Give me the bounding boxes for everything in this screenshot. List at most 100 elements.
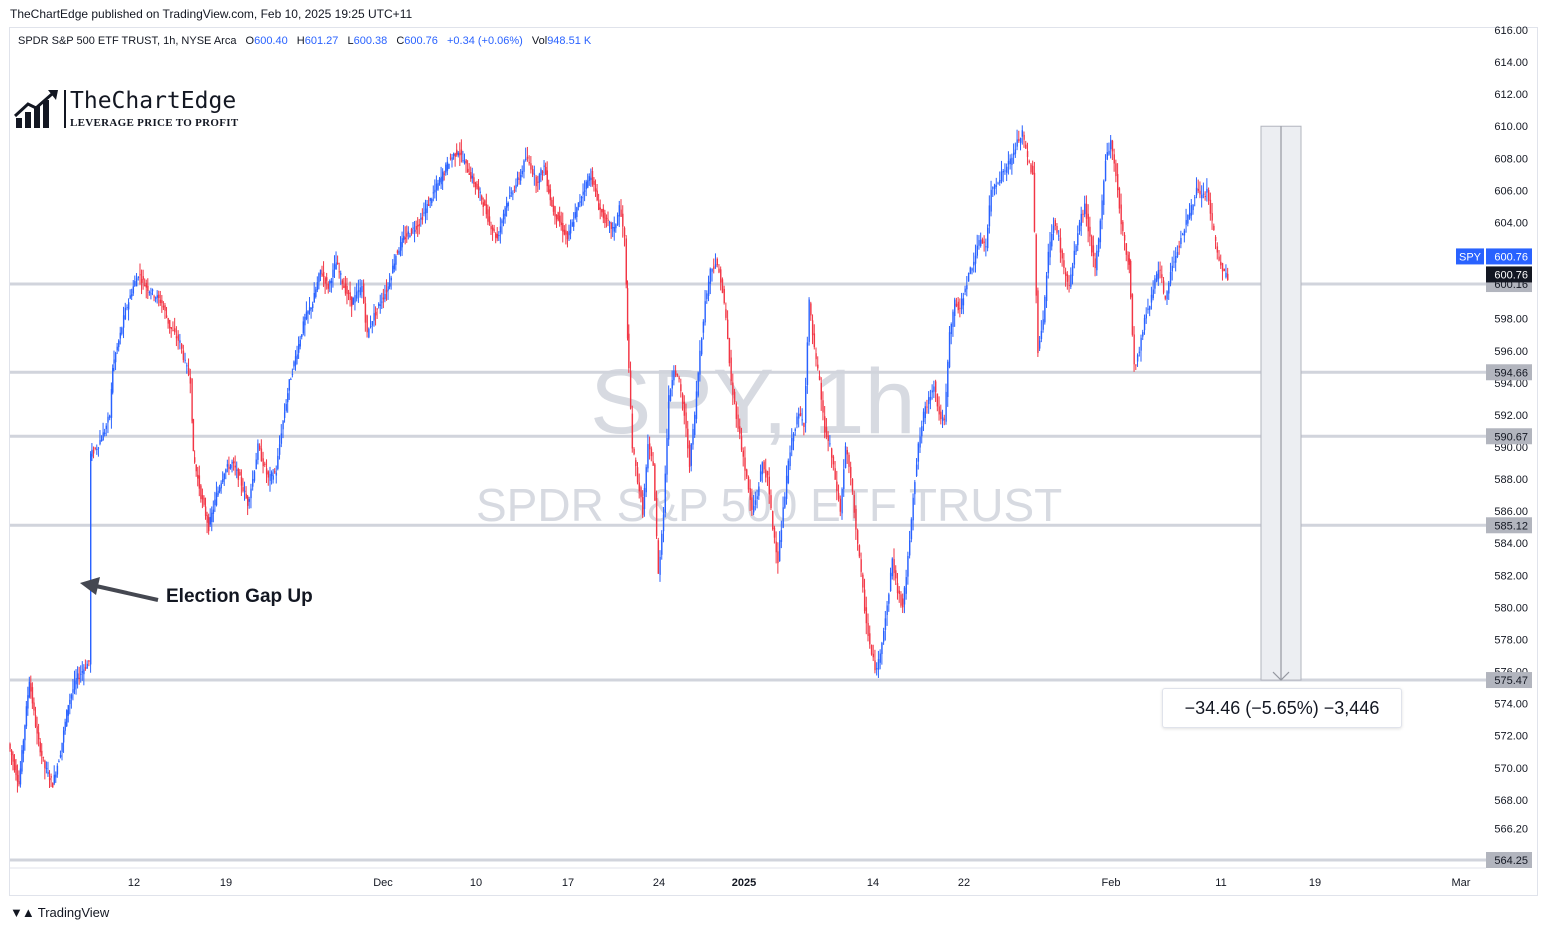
candle-body (454, 153, 456, 157)
candle-body (805, 385, 807, 424)
candle-body (546, 170, 548, 187)
candle-body (971, 268, 973, 271)
candle-body (118, 340, 120, 348)
candle-body (356, 291, 358, 299)
candle-body (91, 449, 93, 457)
candle-body (41, 750, 43, 756)
candle-body (139, 274, 141, 276)
candle-body (1204, 196, 1206, 198)
candle-body (354, 295, 356, 303)
candle-body (1080, 213, 1082, 226)
candle-body (1157, 270, 1160, 280)
candle-body (694, 414, 696, 435)
publisher-line: TheChartEdge published on TradingView.co… (10, 7, 413, 21)
candle-body (1101, 200, 1103, 220)
candle-body (599, 207, 601, 210)
candle-body (16, 774, 19, 782)
candle-body (749, 488, 751, 501)
candle-body (293, 361, 295, 367)
candle-body (1199, 190, 1201, 195)
candle-body (97, 447, 100, 449)
candle-body (685, 412, 687, 429)
candle-body (922, 411, 925, 423)
candle-body (30, 683, 32, 692)
candle-body (1044, 296, 1046, 323)
candle-body (240, 476, 243, 486)
candle-body (1087, 213, 1089, 232)
candle-body (697, 372, 699, 396)
close-tag-label: 600.76 (1494, 269, 1528, 281)
candle-body (552, 205, 555, 212)
candle-body (1021, 130, 1024, 137)
candle-body (1030, 164, 1032, 173)
candle-body (895, 570, 897, 579)
candle-body (1018, 139, 1020, 142)
candle-body (38, 732, 40, 740)
candle-body (980, 239, 982, 247)
candle-body (791, 437, 793, 450)
candle-body (283, 412, 286, 418)
candle-body (305, 311, 308, 319)
candle-body (47, 771, 49, 774)
candle-body (412, 227, 414, 229)
candle-body (349, 292, 351, 301)
candle-body (250, 488, 252, 499)
candle-body (626, 288, 629, 339)
candle-body (794, 429, 796, 431)
candle-body (179, 340, 181, 343)
candle-body (86, 663, 88, 669)
candle-body (13, 759, 16, 771)
candle-body (1019, 138, 1022, 143)
candle-body (228, 466, 230, 470)
candle-body (1208, 190, 1210, 201)
candle-body (270, 472, 273, 477)
candle-body (234, 465, 236, 468)
candle-body (198, 475, 201, 489)
candle-body (307, 310, 309, 314)
candle-body (223, 473, 226, 480)
candle-body (974, 255, 977, 264)
price-axis: 616.00 614.00 612.00 610.00 608.00 606.00 604.… (1456, 25, 1532, 868)
y-tick-label: 604.00 (1494, 217, 1528, 229)
y-tick-label: 608.00 (1494, 153, 1528, 165)
candle-body (858, 545, 861, 557)
candle-body (410, 229, 413, 234)
level-tag (1486, 672, 1532, 689)
candle-body (197, 474, 199, 479)
candle-body (15, 765, 17, 776)
candle-body (338, 271, 340, 273)
candle-body (1058, 235, 1060, 237)
candle-body (1142, 332, 1144, 337)
candle-body (277, 455, 279, 469)
candle-body (195, 465, 197, 472)
y-tick-label: 610.00 (1494, 121, 1528, 133)
candle-body (385, 289, 388, 293)
candle-body (340, 273, 342, 275)
candle-body (806, 342, 809, 386)
candle-body (607, 219, 609, 221)
candle-body (403, 235, 405, 241)
candle-body (613, 227, 616, 232)
candle-body (299, 339, 301, 347)
candle-body (1175, 256, 1177, 263)
candle-body (831, 448, 833, 458)
candle-body (843, 469, 845, 490)
candle-body (605, 217, 608, 219)
candle-body (1133, 334, 1135, 365)
candle-body (474, 182, 477, 188)
candle-body (889, 572, 892, 592)
candle-body (10, 749, 13, 756)
candle-body (585, 181, 587, 190)
candle-body (1092, 245, 1095, 257)
candle-body (488, 216, 491, 223)
candle-body (829, 443, 831, 445)
y-tick-label: 584.00 (1494, 538, 1528, 550)
candle-body (212, 509, 215, 514)
candle-body (836, 481, 838, 491)
candle-body (532, 169, 534, 175)
candle-body (594, 188, 597, 192)
candle-body (19, 768, 22, 785)
candle-body (269, 474, 271, 481)
y-tick-label: 616.00 (1494, 25, 1528, 37)
